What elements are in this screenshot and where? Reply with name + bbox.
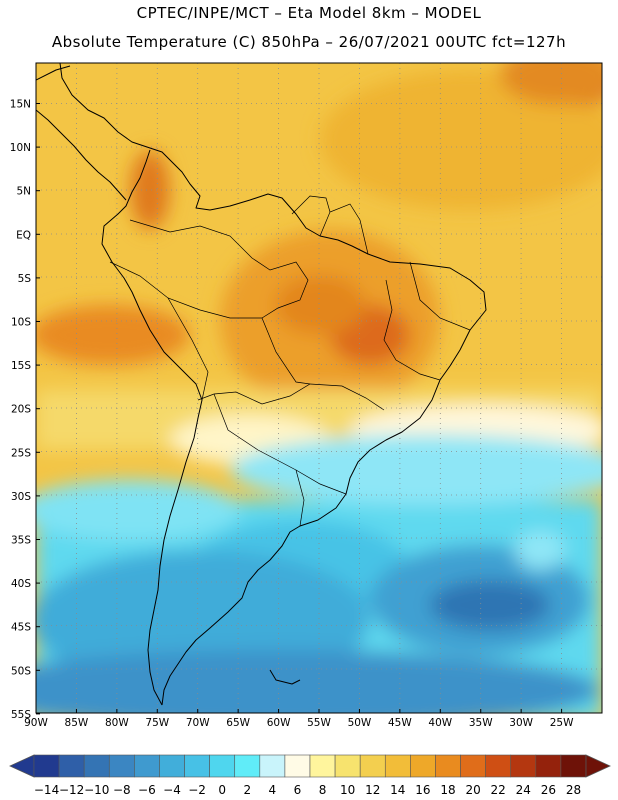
colorbar-label: −14 bbox=[34, 783, 59, 797]
lon-label: 80W bbox=[105, 717, 129, 729]
latitude-labels: 15N 10N 5N EQ 5S 10S 15S 20S 25S 30S 35S 40S 45S 50S 5… bbox=[10, 99, 40, 721]
colorbar-swatch bbox=[510, 754, 537, 778]
lon-label: 25W bbox=[550, 717, 574, 729]
lat-label: 20S bbox=[11, 404, 31, 416]
colorbar-label: 22 bbox=[491, 783, 506, 797]
colorbar-swatch bbox=[384, 754, 411, 778]
lat-label: 15S bbox=[11, 360, 31, 372]
lat-label: 45S bbox=[11, 622, 31, 634]
colorbar-label: 8 bbox=[319, 783, 327, 797]
colorbar-label: 18 bbox=[440, 783, 455, 797]
colorbar-swatch bbox=[359, 754, 386, 778]
lat-label: 55S bbox=[11, 709, 31, 721]
chart-subtitle: Absolute Temperature (C) 850hPa – 26/07/… bbox=[51, 33, 567, 51]
lon-label: 35W bbox=[469, 717, 493, 729]
colorbar-swatch bbox=[334, 754, 361, 778]
colorbar-label: −6 bbox=[138, 783, 156, 797]
coastline bbox=[36, 63, 487, 706]
colorbar-label: 20 bbox=[465, 783, 480, 797]
colorbar-label: 0 bbox=[218, 783, 226, 797]
colorbar-swatch bbox=[33, 754, 60, 778]
colorbar-swatch bbox=[58, 754, 85, 778]
lat-label: 40S bbox=[11, 578, 31, 590]
colorbar-label: −12 bbox=[59, 783, 84, 797]
colorbar-swatch bbox=[108, 754, 135, 778]
lat-label: 5S bbox=[18, 273, 32, 285]
colorbar-label: −10 bbox=[84, 783, 109, 797]
lat-label: 25S bbox=[11, 447, 31, 459]
lon-label: 40W bbox=[428, 717, 452, 729]
lat-label: 5N bbox=[16, 186, 31, 198]
colorbar-swatch bbox=[410, 754, 436, 778]
lon-label: 75W bbox=[145, 717, 169, 729]
colorbar-label: 26 bbox=[541, 783, 556, 797]
grid-lines bbox=[36, 63, 602, 713]
colorbar-swatch bbox=[460, 754, 486, 778]
lat-label: EQ bbox=[16, 229, 31, 241]
colorbar-swatch bbox=[209, 754, 236, 778]
lon-label: 55W bbox=[307, 717, 331, 729]
lon-label: 90W bbox=[24, 717, 48, 729]
colorbar-swatch bbox=[284, 754, 311, 778]
lat-label: 15N bbox=[10, 99, 31, 111]
lon-label: 65W bbox=[226, 717, 250, 729]
colorbar-swatch bbox=[535, 754, 562, 778]
colorbar-label: 4 bbox=[269, 783, 277, 797]
lon-label: 60W bbox=[267, 717, 291, 729]
lat-label: 35S bbox=[11, 535, 31, 547]
colorbar-label: 2 bbox=[243, 783, 251, 797]
colorbar-swatch bbox=[159, 754, 185, 778]
lat-label: 10S bbox=[11, 317, 31, 329]
colorbar-swatch bbox=[184, 754, 210, 778]
colorbar-arrow-high bbox=[585, 754, 611, 778]
colorbar-swatch bbox=[435, 754, 461, 778]
colorbar-label: 10 bbox=[340, 783, 355, 797]
lat-label: 30S bbox=[11, 491, 31, 503]
colorbar-swatch bbox=[234, 754, 261, 778]
lon-label: 30W bbox=[509, 717, 533, 729]
colorbar-label: 14 bbox=[390, 783, 405, 797]
chart-title: CPTEC/INPE/MCT – Eta Model 8km – MODEL bbox=[136, 4, 482, 22]
colorbar-swatch bbox=[560, 754, 587, 778]
colorbar-swatch bbox=[309, 754, 336, 778]
colorbar-swatch bbox=[485, 754, 512, 778]
lon-label: 50W bbox=[348, 717, 372, 729]
colorbar-label: 16 bbox=[415, 783, 430, 797]
colorbar-swatch bbox=[83, 754, 110, 778]
country-borders bbox=[109, 195, 471, 527]
colorbar-label: 24 bbox=[516, 783, 531, 797]
temperature-field bbox=[36, 63, 602, 713]
colorbar-label: 28 bbox=[566, 783, 581, 797]
lat-label: 10N bbox=[10, 142, 31, 154]
lon-label: 70W bbox=[186, 717, 210, 729]
colorbar-label: −8 bbox=[113, 783, 131, 797]
lon-label: 45W bbox=[388, 717, 412, 729]
colorbar-label: 12 bbox=[365, 783, 380, 797]
longitude-labels: 90W 85W 80W 75W 70W 65W 60W 55W 50W 45W 40W 35W 30W 2… bbox=[24, 709, 574, 729]
colorbar-swatch bbox=[259, 754, 286, 778]
lon-label: 85W bbox=[65, 717, 89, 729]
colorbar-arrow-low bbox=[9, 754, 35, 778]
colorbar bbox=[9, 754, 611, 778]
lat-label: 50S bbox=[11, 665, 31, 677]
colorbar-label: −2 bbox=[188, 783, 206, 797]
colorbar-label: −4 bbox=[163, 783, 181, 797]
colorbar-swatch bbox=[134, 754, 160, 778]
colorbar-label: 6 bbox=[294, 783, 302, 797]
colorbar-labels: −14 −12 −10 −8 −6 −4 −2 0 2 4 6 8 10 12 14 16 18 20 22 24 26… bbox=[34, 783, 581, 797]
